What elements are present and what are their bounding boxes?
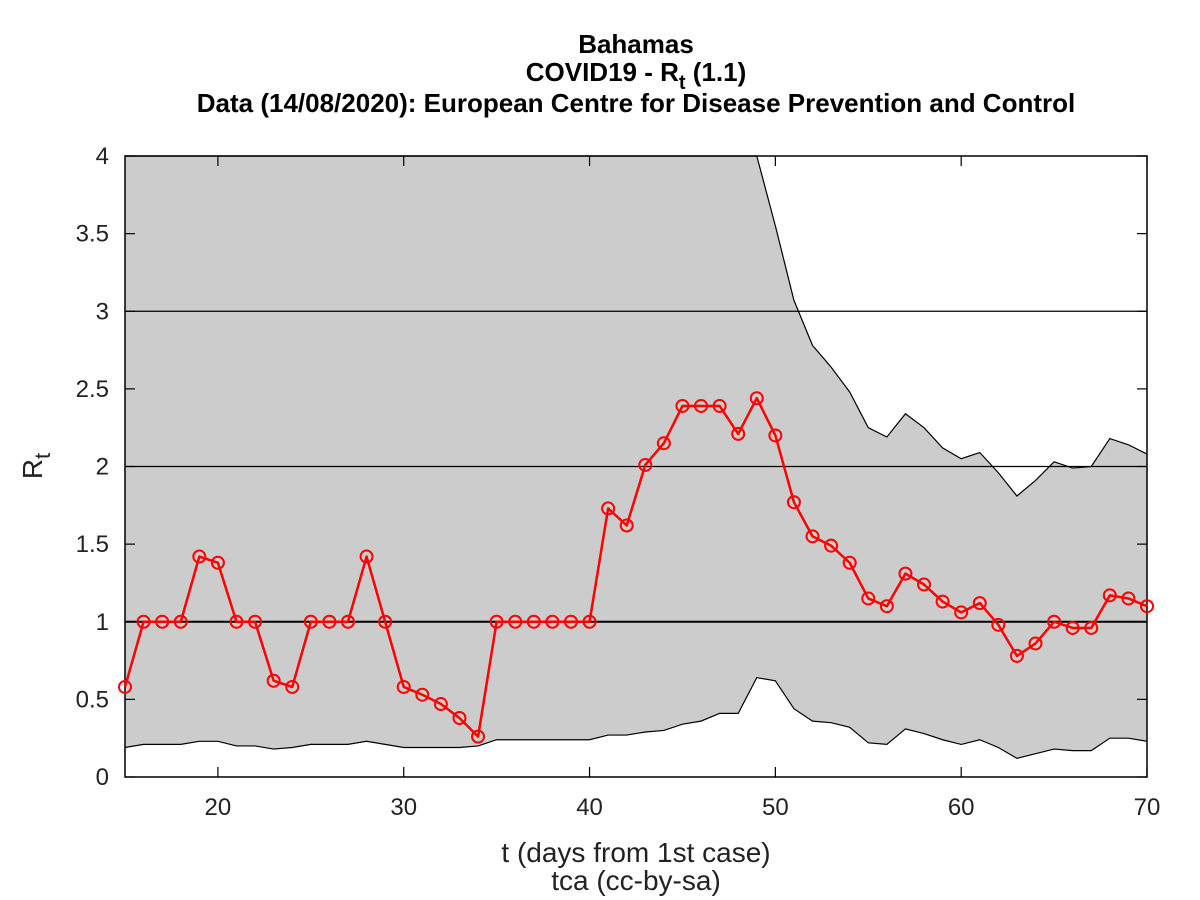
data-point <box>1047 614 1062 629</box>
data-point <box>694 398 709 413</box>
data-point <box>898 566 913 581</box>
data-point <box>954 605 969 620</box>
y-axis-label: Rt <box>17 453 55 479</box>
data-point <box>285 679 300 694</box>
x-tick-label: 40 <box>576 794 603 821</box>
data-point <box>879 599 894 614</box>
x-tick-label: 70 <box>1134 794 1161 821</box>
data-point <box>471 729 486 744</box>
chart-credit: tca (cc-by-sa) <box>551 865 721 896</box>
x-tick-label: 50 <box>762 794 789 821</box>
axis-ticks: 0 0.5 1 1.5 2 2.5 3 3.5 4 20 30 40 50 60 70 <box>76 143 1161 821</box>
series-layer <box>118 391 1154 744</box>
y-tick-label: 3.5 <box>76 221 109 248</box>
data-point <box>526 614 541 629</box>
data-point <box>210 555 225 570</box>
y-tick-label: 1.5 <box>76 531 109 558</box>
y-tick-label: 2 <box>96 454 109 481</box>
y-tick-label: 3 <box>96 298 109 325</box>
data-point <box>340 614 355 629</box>
data-point <box>582 614 597 629</box>
chart-title-metric-main: COVID19 - R <box>526 57 679 87</box>
data-point <box>136 614 151 629</box>
data-point <box>638 457 653 472</box>
data-point <box>1121 591 1136 606</box>
y-tick-label: 0 <box>96 764 109 791</box>
data-point <box>378 614 393 629</box>
data-point <box>229 614 244 629</box>
chart-title-country: Bahamas <box>578 29 694 59</box>
data-point <box>452 711 467 726</box>
data-point <box>656 436 671 451</box>
confidence-band-lower-line <box>124 676 1148 760</box>
data-point <box>935 594 950 609</box>
data-point <box>1065 620 1080 635</box>
data-point <box>675 398 690 413</box>
data-point <box>731 426 746 441</box>
data-point <box>601 501 616 516</box>
data-point <box>768 428 783 443</box>
data-point <box>322 614 337 629</box>
gridlines <box>125 310 1147 623</box>
data-point <box>563 614 578 629</box>
data-point <box>545 614 560 629</box>
data-point <box>173 614 188 629</box>
data-point <box>1028 636 1043 651</box>
data-point <box>1009 648 1024 663</box>
confidence-band-area <box>125 156 1147 759</box>
data-point <box>1140 599 1154 614</box>
data-point <box>359 549 374 564</box>
data-point <box>861 591 876 606</box>
data-point <box>415 687 430 702</box>
data-point <box>1102 588 1117 603</box>
x-tick-label: 30 <box>390 794 417 821</box>
data-point <box>991 617 1006 632</box>
data-point <box>619 518 634 533</box>
data-point <box>786 495 801 510</box>
data-point <box>972 596 987 611</box>
y-axis-label-main: R <box>17 459 48 479</box>
confidence-band-layer <box>124 155 1148 760</box>
y-tick-label: 2.5 <box>76 376 109 403</box>
chart-title-metric-suffix: (1.1) <box>686 57 747 87</box>
y-tick-label: 1 <box>96 609 109 636</box>
x-tick-label: 60 <box>948 794 975 821</box>
series-line <box>123 396 1148 738</box>
data-point <box>303 614 318 629</box>
data-point <box>489 614 504 629</box>
data-point <box>805 529 820 544</box>
x-axis-label: t (days from 1st case) <box>501 837 770 868</box>
y-tick-label: 0.5 <box>76 686 109 713</box>
y-axis-label-subscript: t <box>30 453 55 459</box>
data-point <box>712 398 727 413</box>
data-point <box>824 538 839 553</box>
chart-title-metric: COVID19 - Rt (1.1) <box>526 57 747 94</box>
y-tick-label: 4 <box>96 143 109 170</box>
data-point <box>266 673 281 688</box>
data-point <box>508 614 523 629</box>
data-point <box>842 555 857 570</box>
data-point <box>248 614 263 629</box>
data-point <box>396 679 411 694</box>
data-point <box>1084 620 1099 635</box>
chart-title-source: Data (14/08/2020): European Centre for D… <box>197 88 1075 118</box>
x-tick-label: 20 <box>205 794 232 821</box>
data-point <box>433 697 448 712</box>
data-point <box>917 577 932 592</box>
chart-title-metric-subscript: t <box>679 72 686 94</box>
data-point <box>155 614 170 629</box>
data-point <box>749 391 764 406</box>
data-point <box>192 549 207 564</box>
data-point <box>118 679 132 694</box>
